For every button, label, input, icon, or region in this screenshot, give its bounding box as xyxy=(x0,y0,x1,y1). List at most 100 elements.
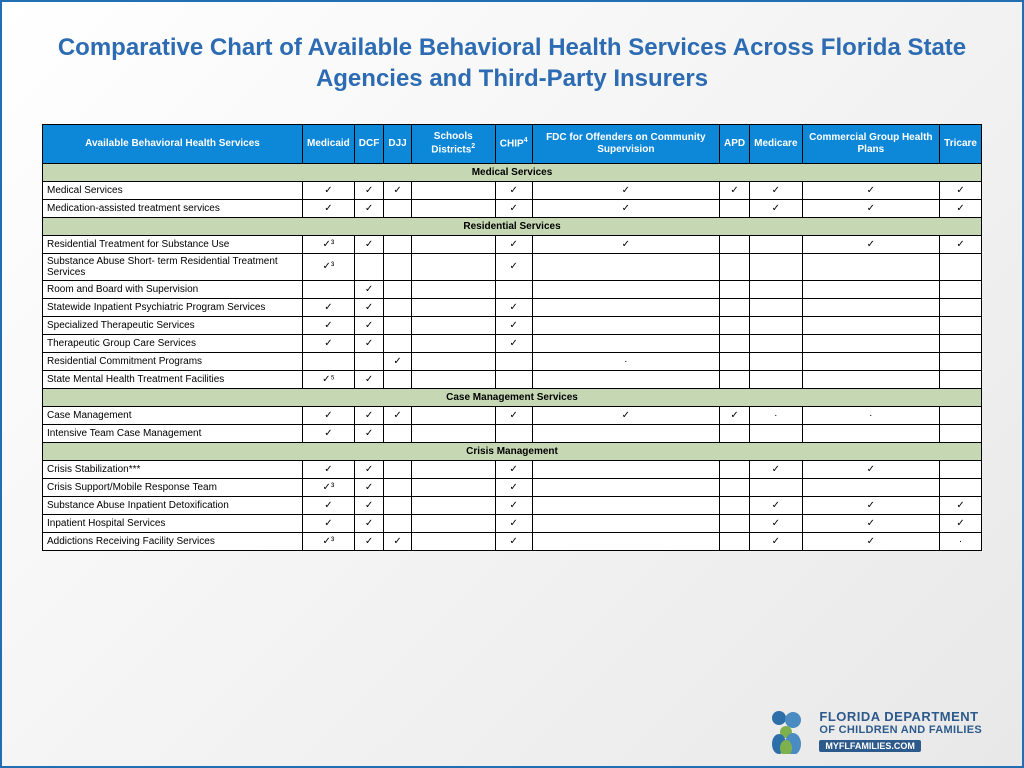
data-cell xyxy=(720,334,750,352)
data-cell xyxy=(750,253,802,280)
data-cell xyxy=(720,199,750,217)
data-cell: ✓ xyxy=(354,235,384,253)
table-row: Residential Commitment Programs✓· xyxy=(43,352,982,370)
data-cell: ✓ xyxy=(940,181,982,199)
data-cell xyxy=(940,316,982,334)
data-cell: ✓ xyxy=(495,181,532,199)
row-label: Substance Abuse Short- term Residential … xyxy=(43,253,303,280)
data-cell xyxy=(940,334,982,352)
data-cell xyxy=(720,253,750,280)
data-cell xyxy=(411,424,495,442)
column-header: Tricare xyxy=(940,125,982,163)
data-cell: ✓ xyxy=(750,181,802,199)
data-cell xyxy=(411,199,495,217)
logo-line1: FLORIDA DEPARTMENT xyxy=(819,709,982,724)
data-cell xyxy=(495,352,532,370)
data-cell xyxy=(411,334,495,352)
row-label: Specialized Therapeutic Services xyxy=(43,316,303,334)
table-row: Room and Board with Supervision✓ xyxy=(43,280,982,298)
table-row: Inpatient Hospital Services✓✓✓✓✓✓ xyxy=(43,514,982,532)
data-cell: ✓ xyxy=(495,253,532,280)
data-cell xyxy=(802,424,940,442)
section-label: Case Management Services xyxy=(43,388,982,406)
table-row: Case Management✓✓✓✓✓✓·· xyxy=(43,406,982,424)
section-row: Medical Services xyxy=(43,163,982,181)
logo-line2: OF CHILDREN AND FAMILIES xyxy=(819,724,982,736)
data-cell xyxy=(750,334,802,352)
data-cell xyxy=(384,460,411,478)
column-header: APD xyxy=(720,125,750,163)
data-cell xyxy=(720,352,750,370)
data-cell xyxy=(303,352,355,370)
data-cell: ✓ xyxy=(303,514,355,532)
table-row: Statewide Inpatient Psychiatric Program … xyxy=(43,298,982,316)
data-cell: ✓ xyxy=(802,235,940,253)
data-cell xyxy=(720,496,750,514)
data-cell: ✓ xyxy=(303,406,355,424)
data-cell: ✓ xyxy=(354,181,384,199)
table-row: Crisis Support/Mobile Response Team✓³✓✓ xyxy=(43,478,982,496)
data-cell xyxy=(384,199,411,217)
data-cell: ✓ xyxy=(750,514,802,532)
data-cell xyxy=(940,424,982,442)
data-cell xyxy=(411,496,495,514)
data-cell xyxy=(384,316,411,334)
table-row: Crisis Stabilization***✓✓✓✓✓ xyxy=(43,460,982,478)
row-label: Residential Treatment for Substance Use xyxy=(43,235,303,253)
data-cell: ✓ xyxy=(303,496,355,514)
data-cell: ✓ xyxy=(495,235,532,253)
data-cell xyxy=(384,514,411,532)
data-cell xyxy=(411,352,495,370)
data-cell: ✓ xyxy=(354,532,384,550)
section-row: Residential Services xyxy=(43,217,982,235)
row-label: Case Management xyxy=(43,406,303,424)
page-title: Comparative Chart of Available Behaviora… xyxy=(42,32,982,94)
data-cell xyxy=(750,280,802,298)
table-row: Specialized Therapeutic Services✓✓✓ xyxy=(43,316,982,334)
data-cell xyxy=(384,298,411,316)
data-cell: ✓ xyxy=(940,496,982,514)
data-cell xyxy=(720,460,750,478)
data-cell: ✓ xyxy=(384,406,411,424)
data-cell: ✓ xyxy=(802,514,940,532)
data-cell xyxy=(532,424,719,442)
data-cell: ✓ xyxy=(495,532,532,550)
data-cell: ✓ xyxy=(495,514,532,532)
data-cell xyxy=(750,424,802,442)
table-row: Residential Treatment for Substance Use✓… xyxy=(43,235,982,253)
data-cell xyxy=(720,532,750,550)
column-header: Commercial Group Health Plans xyxy=(802,125,940,163)
data-cell: ✓ xyxy=(750,460,802,478)
table-row: Substance Abuse Short- term Residential … xyxy=(43,253,982,280)
column-header: CHIP4 xyxy=(495,125,532,163)
data-cell xyxy=(940,478,982,496)
row-label: Medical Services xyxy=(43,181,303,199)
data-cell xyxy=(750,316,802,334)
data-cell xyxy=(720,370,750,388)
data-cell: ✓³ xyxy=(303,235,355,253)
data-cell xyxy=(384,370,411,388)
data-cell xyxy=(532,460,719,478)
table-row: State Mental Health Treatment Facilities… xyxy=(43,370,982,388)
data-cell xyxy=(720,280,750,298)
data-cell: ✓ xyxy=(354,316,384,334)
data-cell xyxy=(940,253,982,280)
data-cell: ✓ xyxy=(802,532,940,550)
data-cell: ✓ xyxy=(354,280,384,298)
data-cell xyxy=(940,280,982,298)
data-cell xyxy=(750,352,802,370)
data-cell: ✓ xyxy=(303,298,355,316)
data-cell xyxy=(303,280,355,298)
data-cell xyxy=(384,424,411,442)
data-cell: ✓ xyxy=(354,199,384,217)
data-cell xyxy=(411,235,495,253)
data-cell xyxy=(384,235,411,253)
data-cell: ✓ xyxy=(495,406,532,424)
section-row: Crisis Management xyxy=(43,442,982,460)
data-cell xyxy=(495,424,532,442)
data-cell: ✓ xyxy=(802,460,940,478)
row-label: Addictions Receiving Facility Services xyxy=(43,532,303,550)
data-cell: ✓ xyxy=(354,298,384,316)
data-cell: ✓ xyxy=(495,478,532,496)
data-cell xyxy=(532,370,719,388)
